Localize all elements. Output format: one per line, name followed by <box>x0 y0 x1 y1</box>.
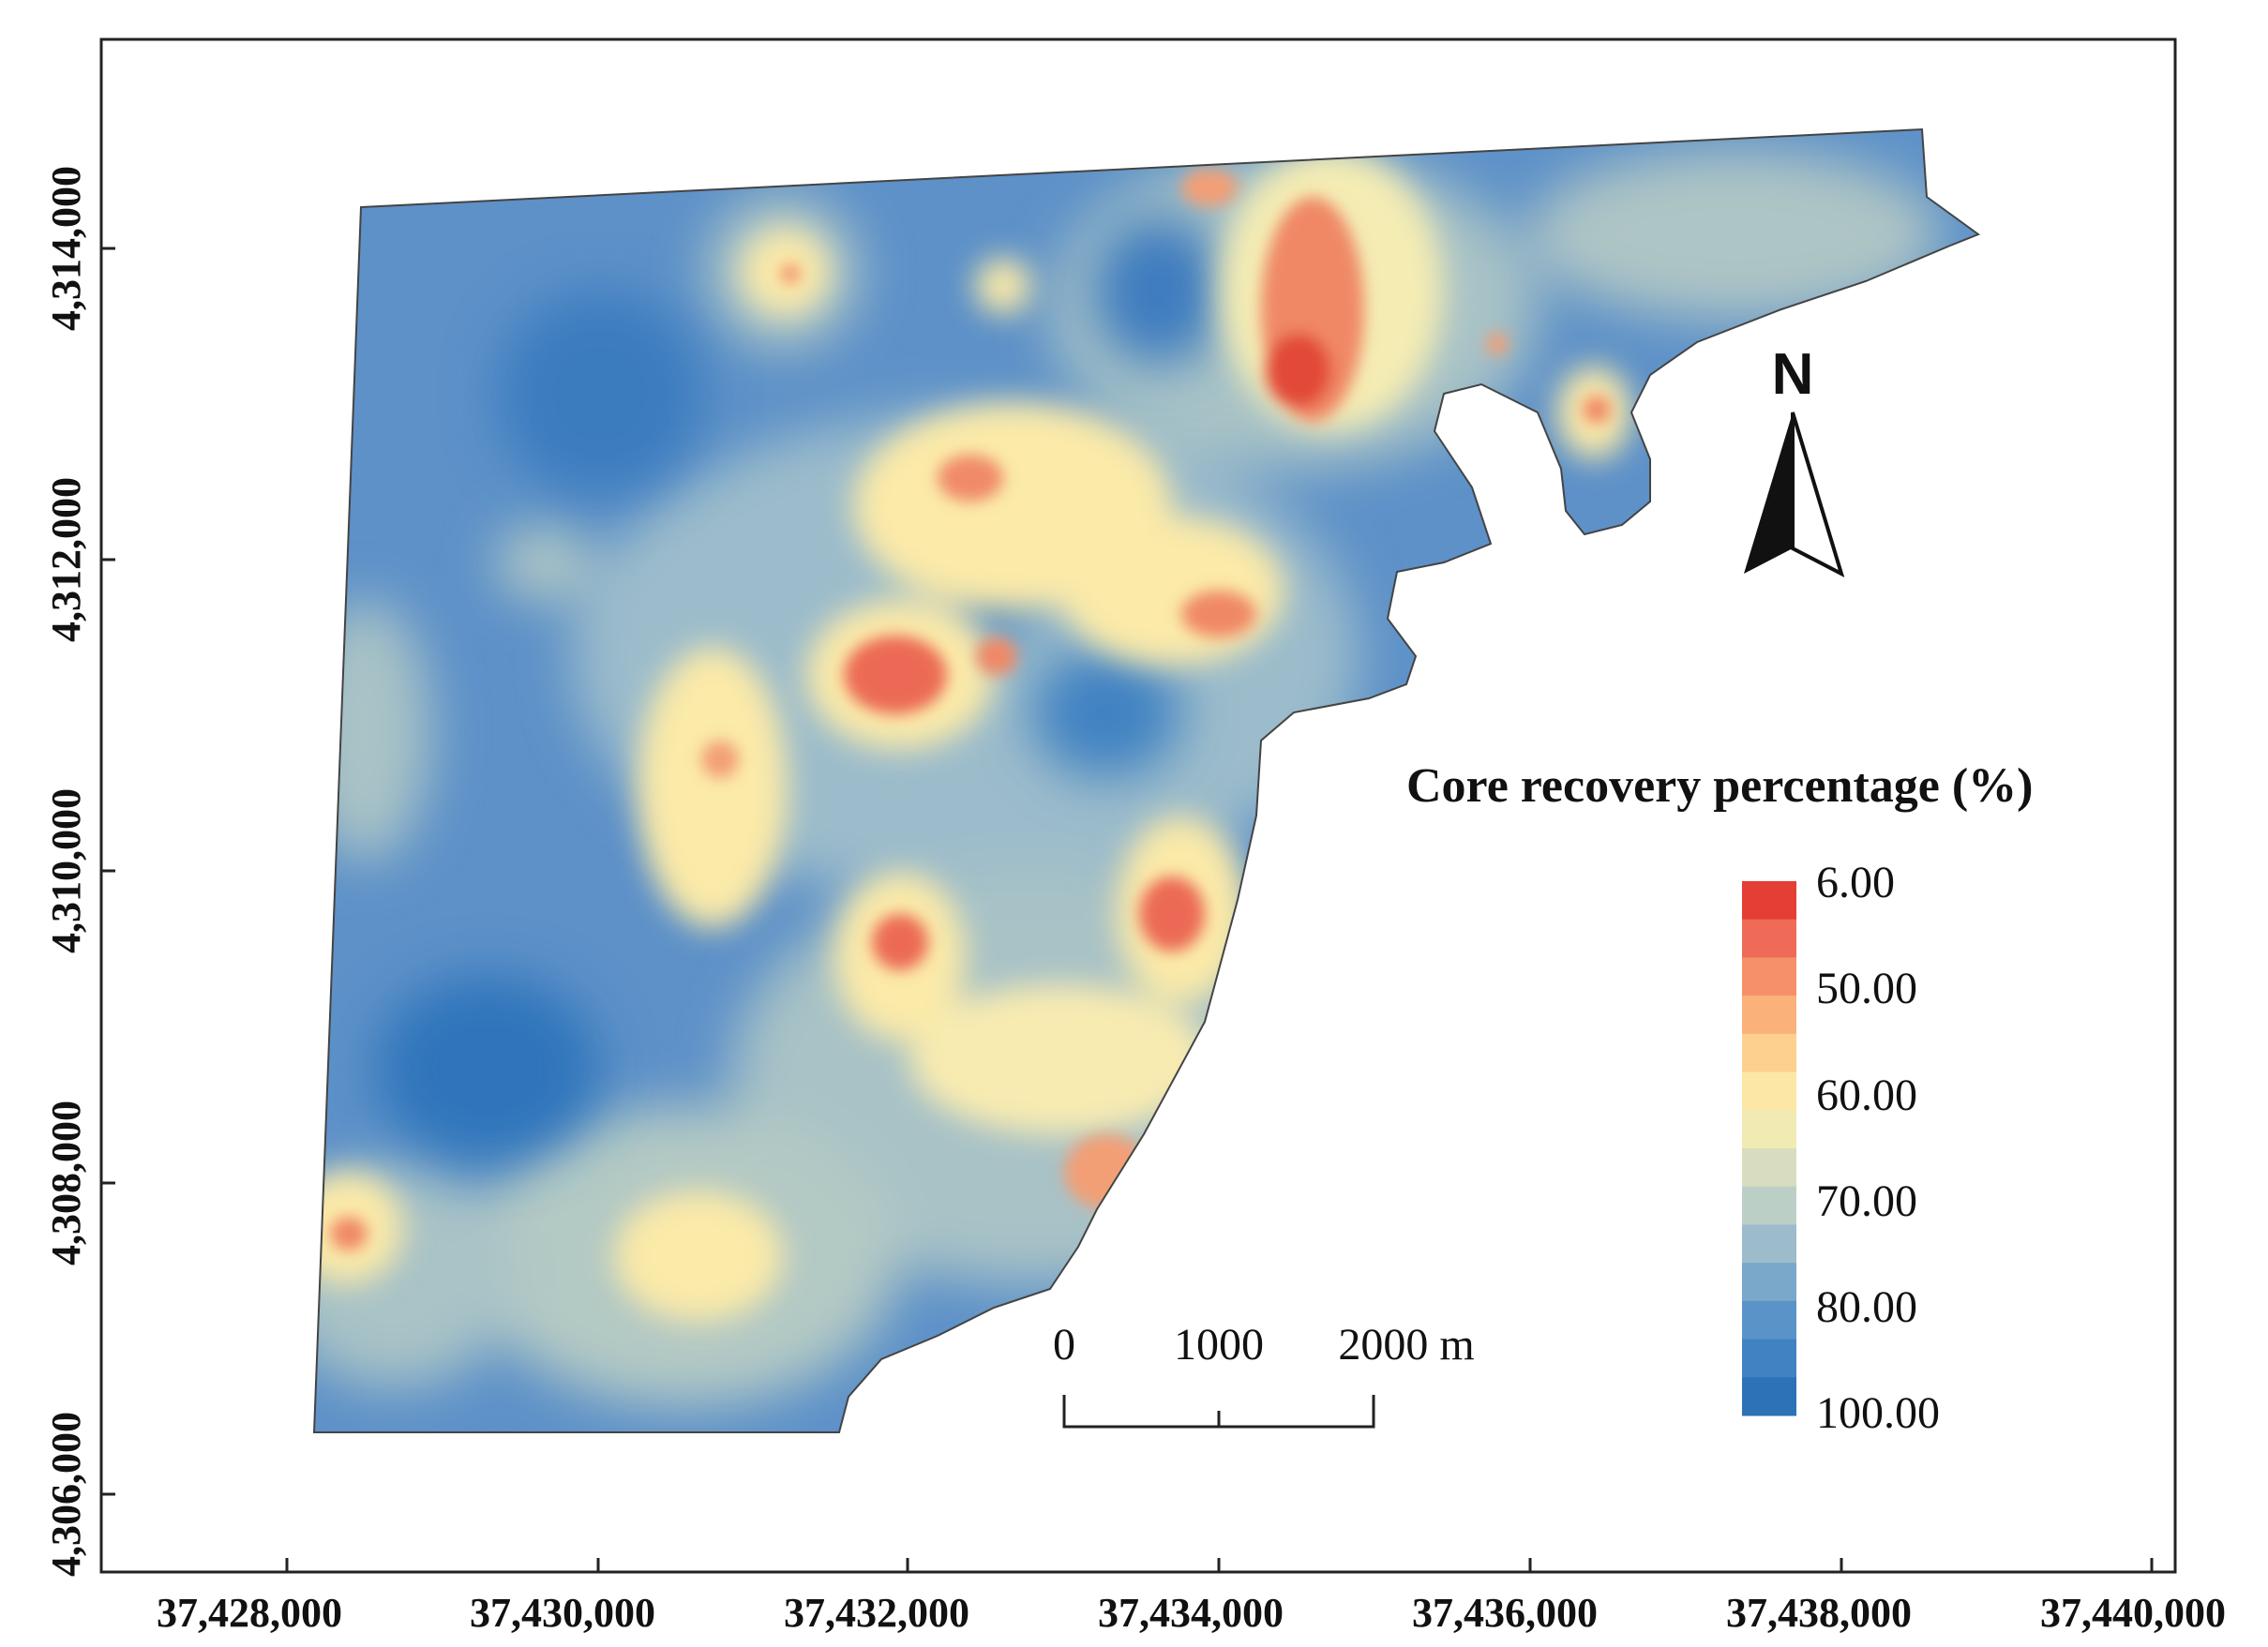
legend: Core recovery percentage (%) 6.00 50.00 … <box>1406 759 2033 1438</box>
north-arrow-dark-half <box>1744 412 1793 574</box>
legend-swatch <box>1742 996 1796 1035</box>
legend-swatch <box>1742 1224 1796 1264</box>
legend-label: 100.00 <box>1816 1388 1940 1438</box>
high-north-core <box>1266 333 1331 408</box>
north-letter: N <box>1772 342 1814 407</box>
high-s2 <box>1139 876 1205 951</box>
yellow-sw <box>614 1190 783 1322</box>
scale-label-1000: 1000 <box>1174 1320 1264 1370</box>
surface-highs <box>330 169 1611 1250</box>
halo-northeast <box>1528 150 1941 319</box>
low-c2 <box>1031 647 1181 778</box>
x-tick-label: 37,428,000 <box>157 1590 342 1636</box>
high-n1 <box>781 264 800 283</box>
halo-west <box>314 1162 516 1387</box>
high-s1 <box>872 914 928 970</box>
legend-title: Core recovery percentage (%) <box>1406 759 2033 813</box>
plot-frame <box>99 37 2177 1574</box>
legend-swatch <box>1742 1300 1796 1340</box>
y-tick-label: 4,312,000 <box>43 477 89 642</box>
legend-swatch <box>1742 957 1796 996</box>
halo-west-mid <box>314 600 431 862</box>
x-tick-label: 37,432,000 <box>784 1590 969 1636</box>
low-n <box>1092 216 1224 366</box>
legend-swatch <box>1742 881 1796 921</box>
high-e1 <box>1181 591 1256 637</box>
scale-bar-line <box>1062 1395 1375 1429</box>
legend-swatch <box>1742 1339 1796 1378</box>
north-arrow: N <box>1744 342 1845 577</box>
legend-label: 80.00 <box>1816 1282 1917 1332</box>
yellow-west <box>638 647 788 928</box>
low-nw <box>497 291 703 497</box>
legend-swatch <box>1742 1263 1796 1302</box>
x-tick-label: 37,436,000 <box>1412 1590 1598 1636</box>
high-c2 <box>938 455 1003 502</box>
high-ne2 <box>1486 333 1509 355</box>
legend-swatch <box>1742 1186 1796 1225</box>
legend-swatch <box>1742 1033 1796 1073</box>
high-c1 <box>844 636 947 714</box>
region-outline <box>312 127 1981 1433</box>
x-tick-label: 37,438,000 <box>1726 1590 1912 1636</box>
legend-label: 6.00 <box>1816 858 1895 907</box>
legend-swatch <box>1742 1377 1796 1416</box>
scale-label-0: 0 <box>1053 1320 1075 1370</box>
yellow-south <box>909 984 1209 1134</box>
y-tick-label: 4,314,000 <box>43 166 89 331</box>
x-tick-label: 37,430,000 <box>470 1590 655 1636</box>
yellow-east <box>1059 516 1284 666</box>
legend-color-ramp <box>1742 881 1796 1416</box>
legend-label: 60.00 <box>1816 1071 1917 1120</box>
yellow-n2 <box>975 258 1031 314</box>
legend-swatch <box>1742 1071 1796 1111</box>
legend-swatch <box>1742 1148 1796 1188</box>
legend-swatch <box>1742 1110 1796 1149</box>
legend-label: 70.00 <box>1816 1176 1917 1226</box>
legend-label: 50.00 <box>1816 964 1917 1013</box>
high-w <box>701 741 739 778</box>
north-arrow-light-half <box>1791 412 1845 577</box>
high-north-cap <box>1181 169 1238 206</box>
x-tick-label: 37,440,000 <box>2040 1590 2226 1636</box>
halo-2 <box>497 525 591 600</box>
legend-swatch <box>1742 919 1796 958</box>
x-tick-label: 37,434,000 <box>1098 1590 1284 1636</box>
scale-bar: 0 1000 2000 m <box>1053 1320 1475 1429</box>
y-axis: 4,314,000 4,312,000 4,310,000 4,308,000 … <box>43 166 115 1577</box>
high-sw <box>330 1217 368 1250</box>
y-tick-label: 4,308,000 <box>43 1100 89 1265</box>
y-tick-label: 4,310,000 <box>43 788 89 953</box>
x-axis: 37,428,000 37,430,000 37,432,000 37,434,… <box>157 1558 2226 1636</box>
low-sw <box>375 975 600 1162</box>
high-c3 <box>976 637 1017 675</box>
y-tick-label: 4,306,000 <box>43 1412 89 1577</box>
high-ne <box>1583 396 1611 424</box>
scale-label-2000: 2000 m <box>1338 1320 1474 1370</box>
